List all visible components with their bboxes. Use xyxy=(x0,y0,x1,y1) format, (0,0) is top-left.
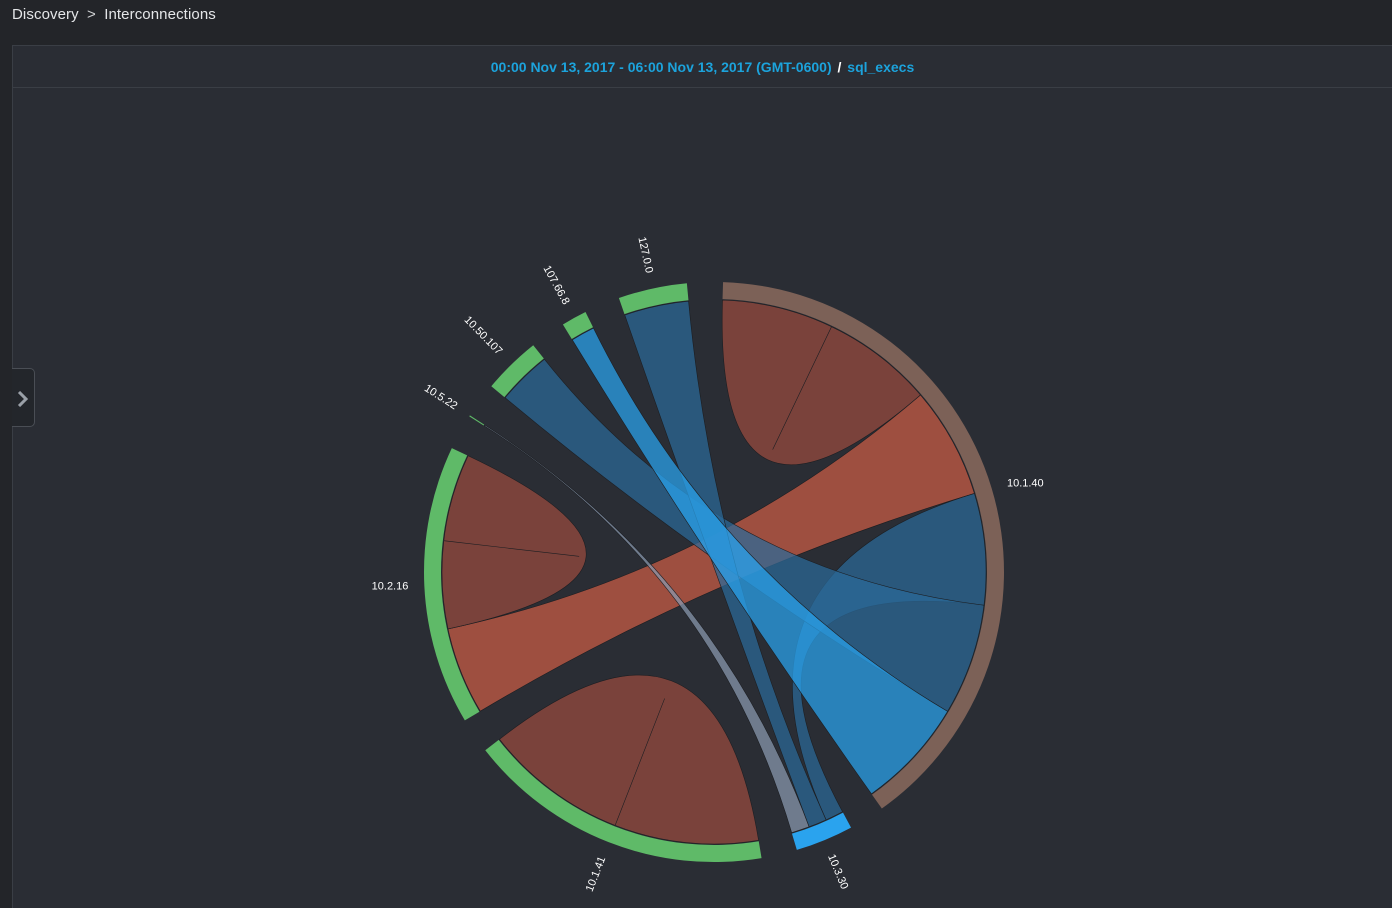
group-arc-10-1-41[interactable] xyxy=(485,739,762,862)
group-label-107-66-8: 107.66.8 xyxy=(541,264,572,307)
chart-panel-header: 00:00 Nov 13, 2017 - 06:00 Nov 13, 2017 … xyxy=(13,46,1392,88)
group-arc-10-5-22[interactable] xyxy=(469,415,485,426)
breadcrumb-discovery-link[interactable]: Discovery xyxy=(12,6,79,23)
group-arc-10-3-30[interactable] xyxy=(791,812,852,850)
group-label-10-3-30: 10.3.30 xyxy=(825,853,850,892)
breadcrumb: Discovery > Interconnections xyxy=(12,6,216,23)
group-label-10-2-16: 10.2.16 xyxy=(372,581,409,593)
chord-ribbon-10-1-40-to-10-1-40[interactable] xyxy=(721,299,921,466)
sidebar-toggle-button[interactable] xyxy=(12,368,35,427)
group-arc-107-66-8[interactable] xyxy=(562,312,594,339)
group-label-10-50-107: 10.50.107 xyxy=(462,314,505,357)
header-separator: / xyxy=(837,59,842,75)
top-bar: Discovery > Interconnections xyxy=(0,0,1392,44)
metric-link[interactable]: sql_execs xyxy=(847,59,915,75)
chord-ribbon-10-50-107-to-10-1-40[interactable] xyxy=(504,358,985,712)
chevron-right-icon xyxy=(17,391,29,407)
group-label-10-1-40: 10.1.40 xyxy=(1007,478,1044,490)
chord-ribbon-10-1-41-to-10-1-41[interactable] xyxy=(499,674,759,845)
group-arc-10-50-107[interactable] xyxy=(491,345,544,398)
group-label-10-5-22: 10.5.22 xyxy=(422,382,459,412)
group-arc-127-0-0[interactable] xyxy=(618,283,689,315)
group-label-127-0-0: 127.0.0 xyxy=(635,236,655,274)
breadcrumb-separator: > xyxy=(87,6,96,23)
breadcrumb-current-page: Interconnections xyxy=(104,6,216,23)
chord-ribbon-10-2-16-to-10-2-16[interactable] xyxy=(441,455,587,630)
chord-ribbon-107-66-8-to-10-1-40[interactable] xyxy=(571,327,948,795)
chord-ribbon-10-5-22-to-10-3-30[interactable] xyxy=(484,424,810,834)
group-label-10-1-41: 10.1.41 xyxy=(584,855,609,894)
chord-group-arcs xyxy=(424,282,1004,862)
time-range-link[interactable]: 00:00 Nov 13, 2017 - 06:00 Nov 13, 2017 … xyxy=(490,59,832,75)
group-arc-10-2-16[interactable] xyxy=(424,448,480,721)
chord-ribbons xyxy=(441,299,987,845)
